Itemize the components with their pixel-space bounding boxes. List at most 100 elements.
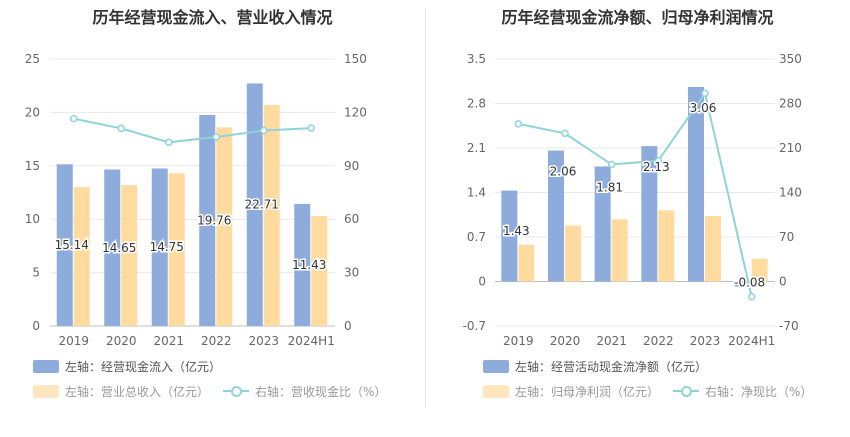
y-left-tick-label: 0: [32, 319, 40, 333]
x-tick-label: 2020: [550, 334, 581, 348]
bar-primary: [199, 114, 216, 327]
y-left-tick-label: -0.7: [463, 319, 486, 333]
legend-item-line-ratio[interactable]: 右轴：营收现金比（%）: [223, 383, 386, 400]
legend-item-bar-net-profit[interactable]: 左轴：归母净利润（亿元）: [483, 383, 659, 400]
line-point: [165, 138, 173, 147]
bar-secondary: [658, 210, 675, 282]
bar-secondary: [263, 104, 280, 326]
y-right-tick-label: 0: [779, 275, 787, 289]
y-left-tick-label: 20: [25, 105, 40, 119]
bar-data-label: 3.06: [690, 101, 717, 115]
x-tick-label: 2022: [643, 334, 674, 348]
y-right-tick-label: -70: [779, 319, 799, 333]
legend-row-1: 左轴：经营活动现金流净额（亿元）: [483, 358, 721, 374]
chart-canvas: 0 5 10 15 20 25 0 30 60 90 120 150 2019 2020 2021 2022 2…: [25, 52, 367, 348]
legend-label: 右轴：净现比（%）: [705, 384, 813, 399]
y-left-tick-label: 0: [478, 275, 486, 289]
legend-line-icon: [223, 384, 250, 398]
series-line: [518, 90, 753, 297]
bar-data-label: 14.75: [150, 240, 184, 254]
x-tick-label: 2020: [106, 334, 137, 348]
legend-row-1: 左轴：经营现金流入（亿元）: [33, 358, 235, 374]
chart-canvas: -0.7 0 0.7 1.4 2.1 2.8 3.5 -70 0 70 140 210 280 350 20…: [463, 52, 802, 348]
y-right-tick-label: 0: [344, 319, 352, 333]
bar-secondary: [751, 258, 768, 282]
legend-swatch: [33, 384, 59, 398]
bar-data-label: 2.06: [550, 165, 577, 179]
bar-secondary: [518, 244, 535, 282]
bar-primary: [501, 190, 518, 282]
legend-label: 左轴：经营现金流入（亿元）: [65, 359, 222, 374]
y-left-tick-label: 15: [25, 159, 40, 173]
y-left-tick-label: 1.4: [467, 186, 486, 200]
bar-primary: [151, 168, 168, 326]
legend-label: 左轴：营业总收入（亿元）: [65, 384, 210, 399]
bar-data-label: 19.76: [197, 213, 231, 227]
bar-secondary: [611, 219, 628, 282]
line-point: [70, 114, 78, 123]
legend-label: 右轴：营收现金比（%）: [255, 384, 387, 399]
line-point: [307, 124, 315, 132]
bar-data-label: 22.71: [245, 198, 279, 212]
line-point: [212, 133, 220, 141]
y-left-tick-label: 25: [25, 52, 40, 66]
x-tick-label: 2021: [153, 334, 184, 348]
legend-line-icon: [673, 384, 700, 398]
y-right-tick-label: 280: [779, 97, 802, 111]
legend-item-bar-revenue[interactable]: 左轴：营业总收入（亿元）: [33, 383, 209, 400]
bar-primary: [688, 86, 704, 282]
bar-data-label: 11.43: [292, 258, 326, 272]
line-point: [514, 120, 523, 128]
bar-primary: [641, 146, 658, 282]
y-left-tick-label: 2.8: [467, 97, 486, 111]
y-right-tick-label: 150: [344, 52, 367, 66]
bar-data-label: 1.81: [596, 180, 623, 194]
legend-item-line-ratio[interactable]: 右轴：净现比（%）: [673, 383, 812, 400]
x-tick-label: 2024H1: [288, 334, 335, 348]
bar-secondary: [73, 187, 90, 326]
bar-primary: [734, 281, 751, 287]
bar-data-label: -0.08: [734, 276, 765, 290]
y-right-tick-label: 70: [779, 230, 794, 244]
y-right-tick-label: 120: [344, 105, 367, 119]
bar-primary: [548, 150, 564, 282]
x-tick-label: 2021: [596, 334, 627, 348]
line-point: [654, 156, 663, 165]
y-left-tick-label: 2.1: [467, 141, 486, 155]
x-tick-label: 2022: [201, 334, 232, 348]
bar-primary: [246, 83, 263, 326]
y-left-tick-label: 5: [32, 266, 40, 280]
bar-secondary: [705, 216, 721, 282]
line-point: [607, 160, 616, 169]
bar-primary: [294, 203, 311, 326]
line-point: [701, 89, 709, 98]
bar-data-label: 1.43: [503, 224, 530, 238]
x-tick-label: 2024H1: [728, 334, 775, 348]
bar-data-label: 2.13: [643, 160, 670, 174]
x-tick-label: 2023: [248, 334, 279, 348]
y-right-tick-label: 60: [344, 212, 359, 226]
chart-title: 历年经营现金流入、营业收入情况: [92, 8, 333, 27]
y-right-tick-label: 210: [779, 141, 802, 155]
legend-row-2: 左轴：营业总收入（亿元） 右轴：营收现金比（%）: [33, 383, 400, 399]
chart-panel-net-cashflow: 历年经营现金流净额、归母净利润情况 -0.7 0 0.7 1.4 2.1 2.8 3.5 -7…: [425, 0, 850, 437]
legend-item-bar-inflow[interactable]: 左轴：经营现金流入（亿元）: [33, 358, 221, 375]
panel-divider: [425, 8, 426, 408]
bar-secondary: [311, 215, 328, 326]
series-line: [73, 117, 312, 144]
bar-data-label: 14.65: [102, 241, 136, 255]
line-point: [561, 129, 569, 138]
legend-item-bar-net-cashflow[interactable]: 左轴：经营活动现金流净额（亿元）: [483, 358, 707, 375]
legend-label: 左轴：归母净利润（亿元）: [515, 384, 660, 399]
y-left-tick-label: 10: [25, 212, 40, 226]
y-left-tick-label: 3.5: [467, 52, 486, 66]
x-tick-label: 2019: [58, 334, 89, 348]
legend-swatch: [483, 384, 509, 398]
bar-primary: [594, 166, 611, 282]
bar-secondary: [168, 173, 185, 326]
bar-secondary: [216, 127, 233, 327]
y-right-tick-label: 140: [779, 186, 802, 200]
bar-primary: [56, 164, 73, 326]
legend-row-2: 左轴：归母净利润（亿元） 右轴：净现比（%）: [483, 383, 826, 399]
legend-swatch: [33, 359, 59, 373]
